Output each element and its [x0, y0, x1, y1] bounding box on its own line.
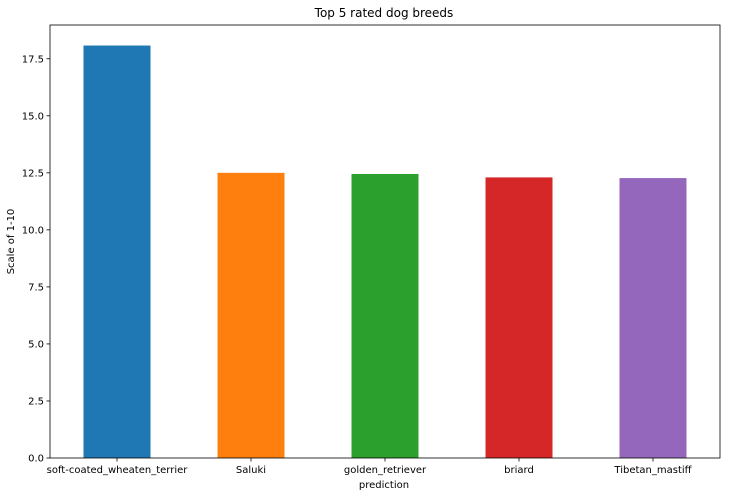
x-axis: soft-coated_wheaten_terrier Saluki golden_… — [47, 458, 693, 476]
bar-1 — [217, 172, 285, 458]
bars-group — [83, 45, 687, 459]
chart-title: Top 5 rated dog breeds — [314, 6, 454, 20]
y-tick-label-5: 12.5 — [22, 168, 44, 179]
x-tick-label-3: briard — [504, 465, 534, 476]
y-tick-label-7: 17.5 — [22, 54, 44, 65]
plot-frame — [49, 24, 721, 459]
x-tick-label-0: soft-coated_wheaten_terrier — [47, 465, 189, 476]
y-axis-label: Scale of 1-10 — [6, 209, 17, 275]
x-tick-label-4: Tibetan_mastiff — [613, 465, 692, 476]
x-axis-label: prediction — [359, 480, 409, 491]
y-tick-label-2: 5.0 — [28, 339, 44, 350]
y-tick-label-3: 7.5 — [28, 282, 44, 293]
y-axis: 0.0 2.5 5.0 7.5 10.0 12.5 15.0 17.5 — [22, 54, 50, 465]
bar-3 — [485, 177, 553, 458]
x-tick-label-1: Saluki — [236, 465, 266, 476]
bar-4 — [619, 178, 687, 459]
y-tick-label-0: 0.0 — [28, 454, 44, 465]
bar-2 — [351, 173, 419, 458]
y-tick-label-1: 2.5 — [28, 396, 44, 407]
y-tick-label-4: 10.0 — [22, 225, 44, 236]
x-tick-label-2: golden_retriever — [344, 465, 427, 476]
bar-0 — [83, 45, 151, 459]
y-tick-label-6: 15.0 — [22, 111, 44, 122]
